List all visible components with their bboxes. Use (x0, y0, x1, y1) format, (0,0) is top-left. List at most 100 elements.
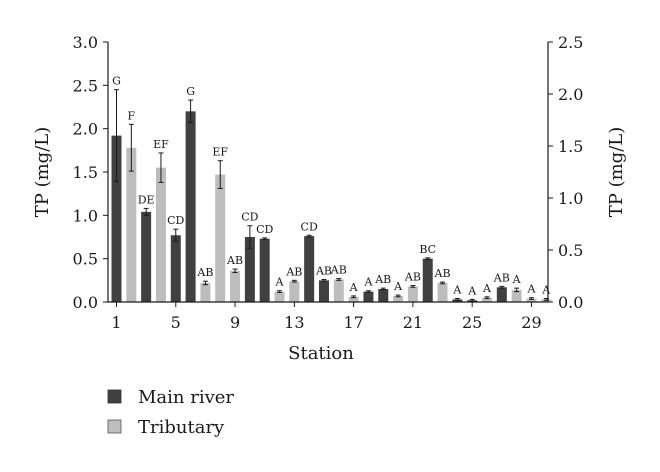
error-bar-station-28 (514, 287, 520, 293)
y-tick-label-left-1: 0.5 (73, 250, 98, 269)
bar-station-10 (244, 237, 255, 302)
error-bar-station-20 (395, 294, 401, 298)
sig-label-station-7: AB (196, 266, 213, 279)
y-tick-label-left-5: 2.5 (73, 76, 98, 95)
error-bar-station-27 (499, 285, 505, 289)
legend-label-tributary: Tributary (138, 417, 225, 438)
sig-label-station-2: F (127, 109, 135, 122)
error-bar-station-5 (173, 228, 179, 242)
sig-label-station-21: AB (404, 271, 421, 284)
y-ticks-right: 0.0 0.5 1.0 1.5 2.0 2.5 (548, 33, 583, 312)
error-bar-station-19 (380, 287, 386, 291)
error-bar-station-23 (440, 281, 446, 285)
sig-label-station-5: CD (167, 214, 184, 227)
bar-station-14 (304, 236, 315, 302)
sig-label-station-26: A (482, 282, 492, 295)
y-tick-label-left-3: 1.5 (73, 163, 98, 182)
y-tick-label-left-6: 3.0 (73, 33, 98, 52)
sig-label-station-30: A (541, 284, 551, 297)
bar-station-2 (126, 147, 137, 302)
x-tick-label-1: 5 (171, 313, 181, 332)
sig-label-station-25: A (467, 284, 477, 297)
sig-label-station-6: G (186, 85, 195, 98)
error-bar-station-9 (232, 268, 238, 274)
error-bar-station-15 (321, 278, 327, 282)
sig-label-station-13: AB (285, 265, 302, 278)
bar-station-9 (230, 270, 241, 302)
sig-label-station-27: AB (493, 271, 510, 284)
error-bar-station-12 (277, 290, 283, 293)
y-tick-label-right-3: 1.5 (558, 137, 583, 156)
y-axis-title-left: TP (mg/L) (32, 127, 53, 218)
x-tick-label-4: 17 (343, 313, 363, 332)
error-bar-station-16 (336, 278, 342, 281)
bar-station-23 (437, 282, 448, 302)
x-tick-label-2: 9 (230, 313, 240, 332)
bar-station-29 (526, 298, 537, 302)
bar-station-26 (482, 297, 492, 302)
sig-label-station-3: DE (138, 193, 155, 206)
legend-swatch-main-river (107, 389, 122, 404)
sig-label-station-14: CD (301, 220, 318, 233)
bar-station-12 (274, 291, 285, 302)
bar-station-11 (259, 238, 270, 302)
bar-station-18 (363, 291, 374, 302)
error-bar-station-26 (484, 296, 490, 300)
bar-station-15 (318, 280, 329, 302)
bar-station-13 (289, 281, 300, 302)
legend-swatch-tributary (107, 419, 122, 434)
x-tick-label-6: 25 (462, 313, 482, 332)
x-ticks: 1 5 9 13 17 21 25 29 (111, 302, 542, 332)
bar-station-16 (333, 279, 344, 302)
sig-label-station-11: CD (256, 223, 273, 236)
bar-station-28 (511, 289, 522, 302)
bar-station-8 (215, 174, 226, 302)
x-axis-title: Station (288, 343, 354, 364)
x-tick-label-3: 13 (284, 313, 304, 332)
error-bar-station-14 (306, 234, 312, 238)
error-bar-station-18 (365, 290, 371, 293)
sig-label-station-10: CD (241, 211, 258, 224)
sig-label-station-12: A (275, 276, 285, 289)
bar-station-20 (393, 295, 404, 302)
sig-label-station-24: A (452, 284, 462, 297)
sig-label-station-16: AB (330, 264, 347, 277)
error-bar-station-29 (528, 297, 534, 300)
sig-label-station-15: AB (315, 264, 332, 277)
sig-label-station-17: A (349, 281, 359, 294)
x-tick-label-0: 1 (111, 313, 121, 332)
error-bar-station-8 (217, 160, 223, 189)
error-bar-station-25 (469, 298, 475, 302)
error-bar-station-17 (351, 295, 357, 299)
bar-station-17 (348, 296, 359, 302)
y-tick-label-left-2: 1.0 (73, 206, 98, 225)
sig-label-station-18: A (363, 276, 373, 289)
bar-station-21 (407, 286, 418, 302)
error-bar-station-21 (410, 285, 416, 288)
y-tick-label-right-1: 0.5 (558, 241, 583, 260)
error-bar-station-3 (143, 207, 149, 216)
error-bar-station-2 (128, 123, 134, 172)
error-bar-station-6 (188, 99, 194, 124)
error-bar-station-10 (247, 225, 253, 249)
y-tick-label-right-2: 1.0 (558, 189, 583, 208)
bar-station-27 (496, 287, 507, 302)
bar-station-3 (141, 211, 152, 302)
bar-station-6 (185, 111, 196, 302)
sig-label-station-20: A (393, 280, 403, 293)
sig-label-station-22: BC (419, 243, 436, 256)
bar-station-4 (155, 167, 166, 302)
y-tick-label-right-0: 0.0 (558, 293, 583, 312)
sig-label-station-29: A (526, 283, 536, 296)
legend: Main river Tributary (107, 387, 234, 438)
y-tick-label-right-5: 2.5 (558, 33, 583, 52)
sig-label-station-19: AB (374, 273, 391, 286)
y-ticks-left: 0.0 0.5 1.0 1.5 2.0 2.5 3.0 (73, 33, 108, 312)
bar-station-5 (170, 235, 181, 302)
y-tick-label-right-4: 2.0 (558, 85, 583, 104)
sig-label-station-1: G (112, 75, 121, 88)
error-bar-station-7 (202, 280, 208, 286)
x-tick-label-5: 21 (403, 313, 423, 332)
